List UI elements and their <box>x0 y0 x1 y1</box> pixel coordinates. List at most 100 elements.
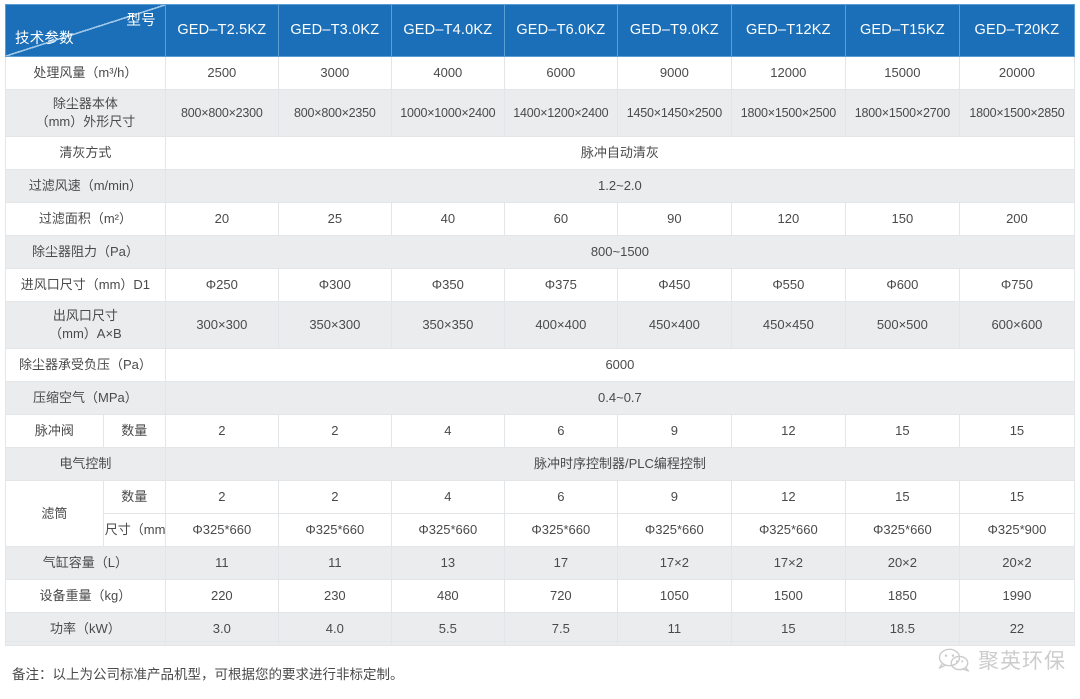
cell-cartridge-count-7: 15 <box>958 480 1076 514</box>
table-row-cartridge-count: 滤筒 数量 2 2 4 6 9 12 15 15 <box>5 480 1076 547</box>
cell-inlet-7: Φ750 <box>958 268 1076 302</box>
cell-cylinder-volume-1: 11 <box>277 546 392 580</box>
cell-weight-0: 220 <box>164 579 279 613</box>
header-model-5: GED–T12KZ <box>730 4 846 57</box>
row-label-weight: 设备重量（kg） <box>5 579 166 613</box>
cell-body-size-0: 800×800×2300 <box>164 89 279 137</box>
cell-outlet-2: 350×350 <box>390 301 505 349</box>
cell-body-size-7: 1800×1500×2850 <box>958 89 1076 137</box>
cell-cartridge-size-4: Φ325*660 <box>616 513 732 547</box>
cell-body-size-4: 1450×1450×2500 <box>616 89 732 137</box>
diagonal-divider-icon <box>6 5 165 56</box>
table-row-negative-pressure: 除尘器承受负压（Pa） 6000 <box>5 348 1076 382</box>
cell-weight-3: 720 <box>503 579 618 613</box>
cell-cartridge-count-5: 12 <box>730 480 846 514</box>
cell-filter-area-3: 60 <box>503 202 618 236</box>
table-row-body-size: 除尘器本体 （mm）外形尺寸 800×800×2300 800×800×2350… <box>5 89 1076 137</box>
footer: 备注：以上为公司标准产品机型，可根据您的要求进行非标定制。 聚英环保 <box>0 641 1080 699</box>
row-label-body-size-line2: （mm）外形尺寸 <box>35 114 136 129</box>
cell-cartridge-count-4: 9 <box>616 480 732 514</box>
cell-airflow-6: 15000 <box>844 56 960 90</box>
table-row-electric-control: 电气控制 脉冲时序控制器/PLC编程控制 <box>5 447 1076 481</box>
row-label-power: 功率（kW） <box>5 612 166 646</box>
cell-pulse-valve-6: 15 <box>844 414 960 448</box>
cell-outlet-7: 600×600 <box>958 301 1076 349</box>
header-model-1: GED–T3.0KZ <box>277 4 392 57</box>
row-label-outlet: 出风口尺寸 （mm）A×B <box>5 301 166 349</box>
cell-airflow-4: 9000 <box>616 56 732 90</box>
cell-power-0: 3.0 <box>164 612 279 646</box>
cell-airflow-1: 3000 <box>277 56 392 90</box>
cell-weight-5: 1500 <box>730 579 846 613</box>
footer-note: 备注：以上为公司标准产品机型，可根据您的要求进行非标定制。 <box>12 667 404 682</box>
header-model-6: GED–T15KZ <box>844 4 960 57</box>
row-label-cartridge: 滤筒 <box>5 480 104 547</box>
cell-inlet-5: Φ550 <box>730 268 846 302</box>
cell-cartridge-size-2: Φ325*660 <box>390 513 505 547</box>
cell-cartridge-count-6: 15 <box>844 480 960 514</box>
table-row-outlet: 出风口尺寸 （mm）A×B 300×300 350×300 350×350 40… <box>5 301 1076 349</box>
cell-inlet-1: Φ300 <box>277 268 392 302</box>
table-header-row: 型号 技术参数 GED–T2.5KZ GED–T3.0KZ GED–T4.0KZ… <box>5 4 1076 57</box>
wechat-bubble-icon <box>937 647 971 673</box>
cell-outlet-3: 400×400 <box>503 301 618 349</box>
cell-airflow-3: 6000 <box>503 56 618 90</box>
cell-pulse-valve-7: 15 <box>958 414 1076 448</box>
cell-weight-2: 480 <box>390 579 505 613</box>
cell-cylinder-volume-4: 17×2 <box>616 546 732 580</box>
cell-power-7: 22 <box>958 612 1076 646</box>
footer-divider <box>6 641 1074 642</box>
cell-outlet-6: 500×500 <box>844 301 960 349</box>
table-row-inlet: 进风口尺寸（mm）D1 Φ250 Φ300 Φ350 Φ375 Φ450 Φ55… <box>5 268 1076 302</box>
header-corner-cell: 型号 技术参数 <box>5 4 166 57</box>
cell-pulse-valve-2: 4 <box>390 414 505 448</box>
cell-airflow-5: 12000 <box>730 56 846 90</box>
table-row-cleaning-mode: 清灰方式 脉冲自动清灰 <box>5 136 1076 170</box>
table-row-compressed-air: 压缩空气（MPa） 0.4~0.7 <box>5 381 1076 415</box>
row-label-body-size-line1: 除尘器本体 <box>52 96 118 112</box>
cell-weight-6: 1850 <box>844 579 960 613</box>
cell-body-size-3: 1400×1200×2400 <box>503 89 618 137</box>
row-label-cleaning-mode: 清灰方式 <box>5 136 166 170</box>
cell-pulse-valve-0: 2 <box>164 414 279 448</box>
table-row-filter-area: 过滤面积（m²） 20 25 40 60 90 120 150 200 <box>5 202 1076 236</box>
cell-weight-1: 230 <box>277 579 392 613</box>
row-label-resistance: 除尘器阻力（Pa） <box>5 235 166 269</box>
cell-cylinder-volume-7: 20×2 <box>958 546 1076 580</box>
table-row-cartridge-size: 尺寸（mm） Φ325*660 Φ325*660 Φ325*660 Φ325*6… <box>6 513 1076 547</box>
row-label-body-size: 除尘器本体 （mm）外形尺寸 <box>5 89 166 137</box>
cell-airflow-0: 2500 <box>164 56 279 90</box>
cell-body-size-1: 800×800×2350 <box>277 89 392 137</box>
header-model-label: 型号 <box>126 13 156 29</box>
cell-cartridge-size-1: Φ325*660 <box>277 513 392 547</box>
cell-power-4: 11 <box>616 612 732 646</box>
table-row-resistance: 除尘器阻力（Pa） 800~1500 <box>5 235 1076 269</box>
cell-cleaning-mode-merged: 脉冲自动清灰 <box>164 136 1076 170</box>
row-label-electric-control: 电气控制 <box>5 447 166 481</box>
cell-cartridge-count-1: 2 <box>277 480 392 514</box>
cell-pulse-valve-1: 2 <box>277 414 392 448</box>
cell-cartridge-count-3: 6 <box>503 480 618 514</box>
cell-power-5: 15 <box>730 612 846 646</box>
cell-body-size-2: 1000×1000×2400 <box>390 89 505 137</box>
cell-pulse-valve-3: 6 <box>503 414 618 448</box>
row-label-airflow: 处理风量（m³/h） <box>5 56 166 90</box>
cell-cylinder-volume-2: 13 <box>390 546 505 580</box>
cell-cylinder-volume-6: 20×2 <box>844 546 960 580</box>
cell-cartridge-size-5: Φ325*660 <box>730 513 846 547</box>
row-label-negative-pressure: 除尘器承受负压（Pa） <box>5 348 166 382</box>
cell-filter-area-7: 200 <box>958 202 1076 236</box>
cell-electric-control-merged: 脉冲时序控制器/PLC编程控制 <box>164 447 1076 481</box>
header-model-7: GED–T20KZ <box>958 4 1076 57</box>
header-model-0: GED–T2.5KZ <box>164 4 279 57</box>
row-sublabel-pulse-valve-count: 数量 <box>102 414 166 448</box>
table-row-pulse-valve: 脉冲阀 数量 2 2 4 6 9 12 15 15 <box>5 414 1076 448</box>
cell-inlet-4: Φ450 <box>616 268 732 302</box>
header-parameter-label: 技术参数 <box>15 31 74 48</box>
row-label-outlet-line1: 出风口尺寸 <box>52 308 118 324</box>
cell-outlet-4: 450×400 <box>616 301 732 349</box>
cell-filter-area-4: 90 <box>616 202 732 236</box>
row-label-filter-speed: 过滤风速（m/min） <box>5 169 166 203</box>
cell-cartridge-size-6: Φ325*660 <box>844 513 960 547</box>
